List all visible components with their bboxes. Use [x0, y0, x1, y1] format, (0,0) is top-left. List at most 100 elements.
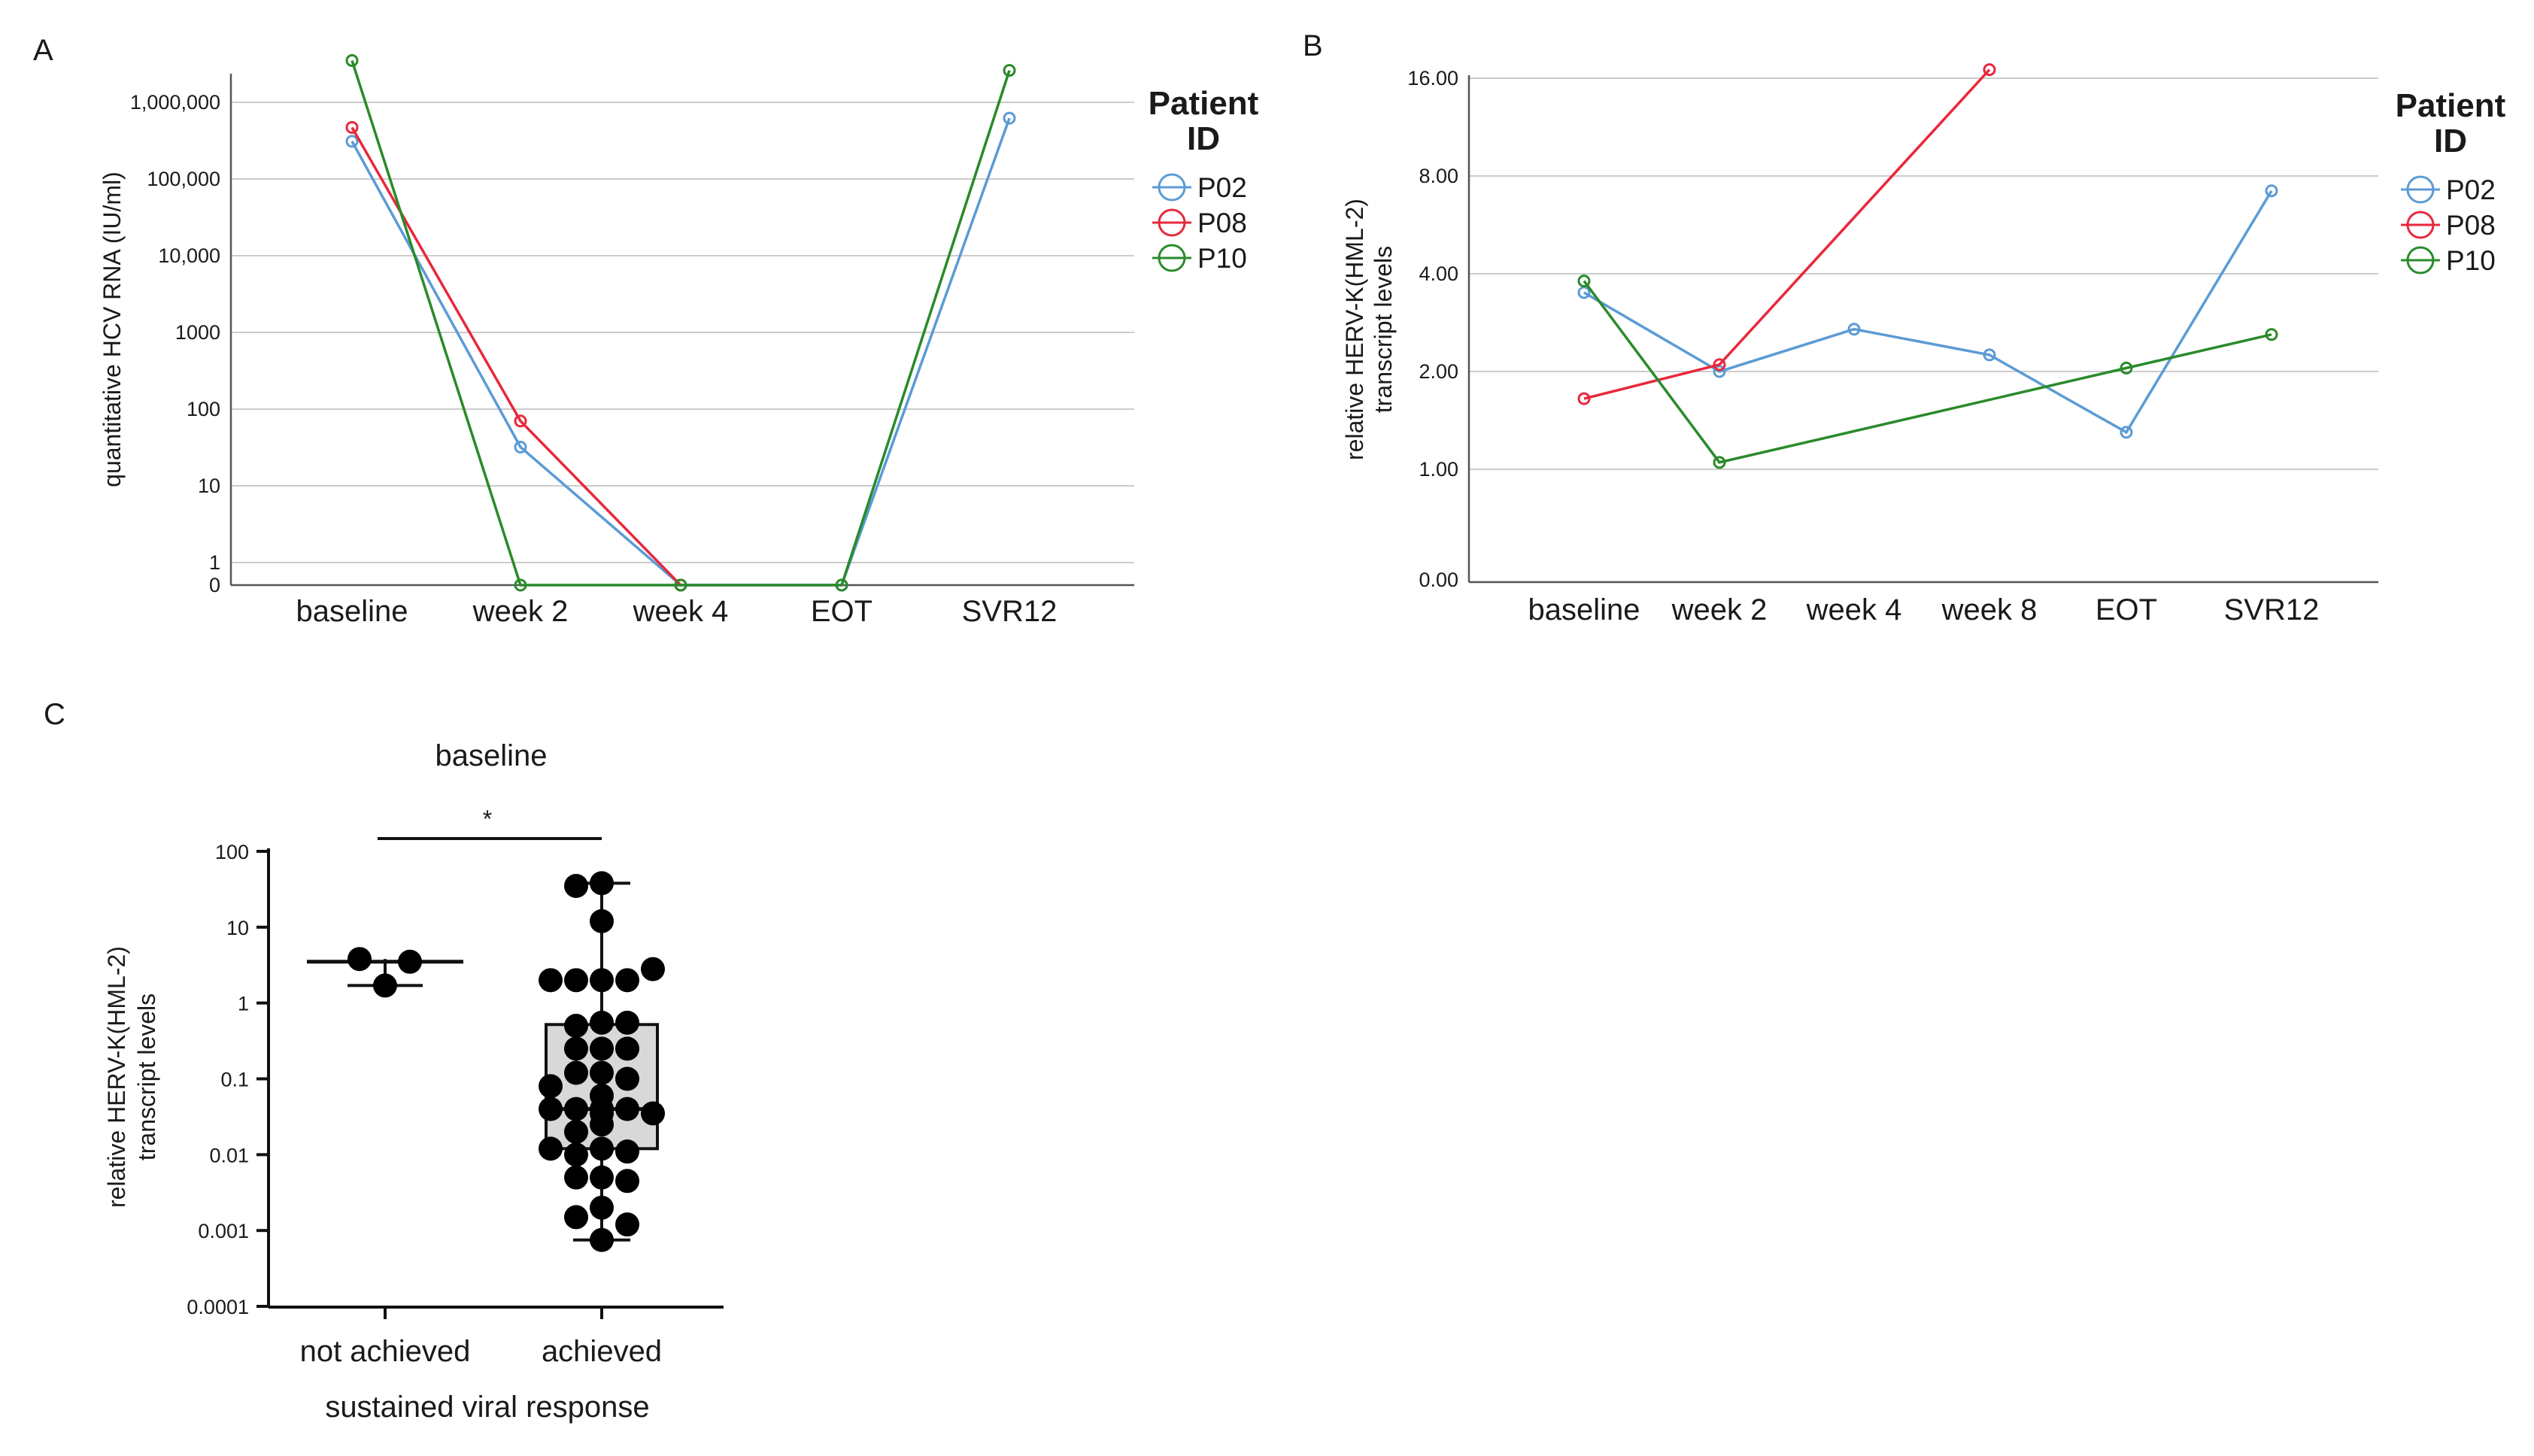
- panel-b-line-p10: [1583, 280, 2272, 464]
- panel-b-legend-marker-p08: [2406, 211, 2435, 239]
- panel-a-legend-label-p10: P10: [1197, 243, 1247, 274]
- achieved-data-point: [615, 1066, 639, 1091]
- panel-a-legend-title-line1: Patient: [1149, 85, 1259, 122]
- achieved-data-point: [564, 1165, 588, 1190]
- significance-star: *: [483, 805, 492, 833]
- panel-a-point-p10: [345, 54, 359, 68]
- panel-a-y-tick-label: 100,000: [147, 168, 220, 190]
- panel-c-y-tick-label: 10: [226, 917, 249, 939]
- panel-c-title: baseline: [435, 739, 547, 772]
- panel-b-y-tick-label: 4.00: [1419, 262, 1458, 285]
- panel-a-y-tick-label: 10,000: [158, 244, 220, 267]
- panel-a-x-label-week-2: week 2: [472, 595, 569, 628]
- panel-b: B 16.00 8.00 4.00 2.00 1.00 0.00 baseline week…: [1303, 29, 2506, 626]
- panel-c-y-tick-label: 0.1: [220, 1069, 249, 1091]
- panel-a-point-p02: [514, 440, 527, 453]
- panel-b-point-p02: [2265, 184, 2278, 198]
- panel-b-x-label-week-8: week 8: [1941, 593, 2038, 626]
- panel-a-legend-marker-p10: [1158, 244, 1186, 272]
- panel-b-y-tick-label: 1.00: [1419, 458, 1458, 481]
- panel-a: A 1,000,000 100,000 10,000 1000 100 10 10 base…: [33, 34, 1259, 628]
- panel-c-y-tick-label: 1: [238, 993, 249, 1015]
- achieved-data-point: [564, 1097, 588, 1121]
- achieved-data-point: [590, 1195, 614, 1220]
- panel-c-y-tick-label: 0.001: [198, 1220, 249, 1242]
- panel-a-point-p10: [1003, 64, 1016, 77]
- panel-a-point-p02: [345, 135, 359, 148]
- panel-b-point-p08: [1983, 63, 1996, 77]
- panel-a-y-tick-label: 0: [209, 574, 220, 596]
- panel-b-x-label-week-2: week 2: [1671, 593, 1768, 626]
- panel-c-x-label-achieved: achieved: [542, 1335, 662, 1368]
- achieved-data-point: [615, 1097, 639, 1121]
- panel-b-point-p08: [1713, 358, 1726, 372]
- panel-b-x-categories: baseline week 2 week 4 week 8 EOT SVR12: [1528, 593, 2319, 626]
- achieved-data-point: [564, 1119, 588, 1144]
- panel-a-point-p02: [1003, 111, 1016, 125]
- panel-a-point-p10: [835, 578, 848, 592]
- panel-a-x-label-eot: EOT: [811, 595, 872, 628]
- panel-b-label: B: [1303, 29, 1323, 62]
- panel-b-legend-label-p02: P02: [2446, 174, 2496, 205]
- panel-a-y-tick-label: 100: [187, 398, 220, 420]
- panel-b-x-label-week-4: week 4: [1806, 593, 1902, 626]
- panel-b-y-ticks: 16.00 8.00 4.00 2.00 1.00 0.00: [1407, 67, 1458, 591]
- panel-b-y-tick-label: 16.00: [1407, 67, 1458, 89]
- achieved-data-point: [590, 908, 614, 933]
- panel-c-x-categories: not achieved achieved: [300, 1307, 662, 1368]
- panel-b-y-tick-label: 2.00: [1419, 360, 1458, 383]
- panel-b-point-p10: [1713, 456, 1726, 469]
- panel-a-legend: Patient ID P02 P08 P10: [1149, 85, 1259, 274]
- panel-b-x-label-svr12: SVR12: [2224, 593, 2320, 626]
- not-achieved-data-point: [398, 949, 422, 974]
- panel-a-point-p08: [345, 120, 359, 134]
- panel-b-legend-title-line2: ID: [2434, 123, 2467, 159]
- achieved-data-point: [590, 968, 614, 993]
- achieved-data-point: [539, 1074, 563, 1099]
- panel-b-point-p10: [2120, 361, 2133, 375]
- panel-b-line-p08: [1583, 68, 1991, 400]
- achieved-data-point: [590, 1165, 614, 1190]
- achieved-data-point: [615, 968, 639, 993]
- panel-a-y-ticks: 1,000,000 100,000 10,000 1000 100 10 10: [130, 91, 220, 596]
- panel-c-plot: [307, 871, 665, 1252]
- achieved-data-point: [564, 873, 588, 898]
- panel-b-x-label-baseline: baseline: [1528, 593, 1640, 626]
- panel-a-y-axis-label: quantitative HCV RNA (IU/ml): [99, 171, 126, 487]
- achieved-data-point: [615, 1036, 639, 1061]
- panel-a-line-p08: [351, 126, 682, 587]
- panel-b-y-axis-label-line2: transcript levels: [1370, 246, 1397, 413]
- panel-b-point-p02: [2120, 426, 2133, 439]
- panel-c-y-ticks: 100 10 1 0.1 0.01 0.001 0.0001: [187, 841, 269, 1318]
- panel-a-label: A: [33, 34, 53, 67]
- achieved-data-point: [590, 871, 614, 896]
- panel-c-y-axis-label-line2: transcript levels: [133, 993, 160, 1160]
- panel-a-x-label-baseline: baseline: [296, 595, 408, 628]
- panel-a-y-tick-label: 1,000,000: [130, 91, 220, 114]
- panel-a-legend-marker-p02: [1158, 173, 1186, 202]
- panel-a-point-p10: [674, 578, 687, 592]
- panel-a-series: [345, 54, 1016, 592]
- panel-b-legend-label-p10: P10: [2446, 245, 2496, 276]
- panel-c: C baseline 100 10 1 0.1 0.01 0.001 0.0001 not …: [44, 698, 724, 1424]
- panel-a-legend-label-p08: P08: [1197, 208, 1247, 238]
- achieved-data-point: [615, 1010, 639, 1035]
- panel-c-label: C: [44, 698, 65, 731]
- panel-b-x-label-eot: EOT: [2095, 593, 2157, 626]
- achieved-data-point: [590, 1112, 614, 1137]
- achieved-data-point: [539, 968, 563, 993]
- panel-b-legend-title-line1: Patient: [2396, 87, 2506, 124]
- achieved-data-point: [564, 1014, 588, 1039]
- achieved-data-point: [590, 1060, 614, 1085]
- achieved-data-point: [641, 1101, 665, 1126]
- panel-c-y-tick-label: 0.0001: [187, 1296, 249, 1318]
- achieved-data-point: [641, 957, 665, 981]
- panel-a-y-tick-label: 1: [209, 551, 220, 574]
- achieved-data-point: [615, 1169, 639, 1194]
- panel-b-legend-marker-p02: [2406, 175, 2435, 204]
- panel-b-legend: Patient ID P02 P08 P10: [2396, 87, 2506, 276]
- panel-b-y-axis-label-line1: relative HERV-K(HML-2): [1341, 199, 1368, 460]
- achieved-data-point: [564, 1142, 588, 1167]
- panel-a-y-tick-label: 1000: [175, 321, 220, 344]
